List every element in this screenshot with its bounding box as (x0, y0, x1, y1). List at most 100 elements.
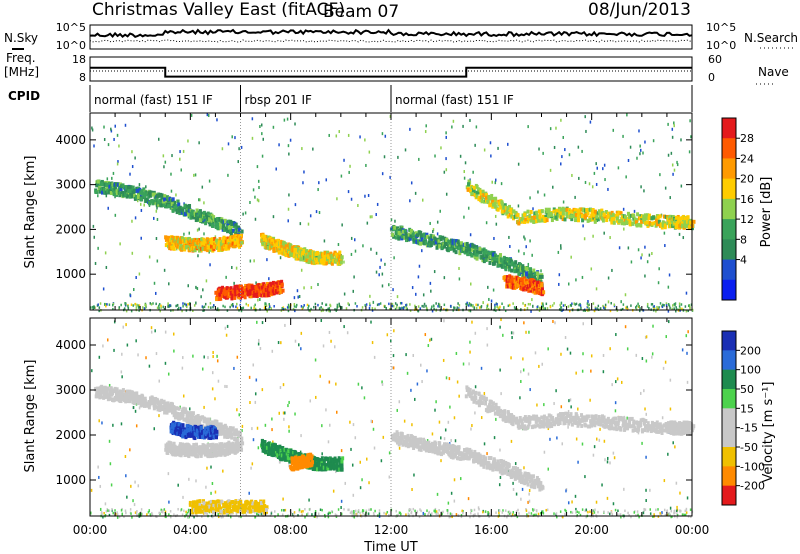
echo-cell (330, 261, 334, 266)
echo-cell (458, 251, 462, 256)
ground-scatter-point (539, 512, 542, 515)
echo-cell (533, 288, 537, 293)
echo-cell (536, 271, 540, 276)
noise-panel (89, 24, 693, 50)
echo-cell (646, 216, 650, 221)
ground-scatter-point (188, 302, 191, 306)
scatter-point (170, 189, 173, 193)
scatter-point (181, 366, 184, 370)
ground-scatter-point (501, 511, 504, 514)
scatter-point (299, 222, 302, 226)
ground-scatter-point (265, 302, 267, 306)
echo-cell (493, 201, 497, 206)
scatter-point (98, 419, 100, 423)
echo-cell (218, 246, 222, 251)
scatter-point (164, 361, 167, 365)
echo-cell (395, 229, 399, 234)
echo-cell (121, 183, 125, 188)
scatter-point (644, 140, 646, 144)
ground-scatter-point (378, 303, 380, 306)
ground-scatter-point (414, 509, 416, 513)
echo-cell (686, 219, 690, 224)
ground-scatter-point (176, 303, 179, 307)
ground-scatter-point (160, 304, 162, 308)
echo-cell (484, 195, 488, 200)
scatter-point (635, 353, 638, 357)
echo-cell (339, 260, 343, 265)
scatter-point (272, 215, 275, 219)
scatter-point (638, 129, 640, 133)
echo-cell (200, 237, 204, 242)
scatter-point (651, 352, 654, 356)
scatter-point (553, 402, 555, 406)
echo-cell (258, 292, 262, 297)
echo-cell (496, 259, 500, 264)
scatter-point (688, 150, 691, 154)
scatter-point (175, 193, 177, 197)
echo-cell (108, 190, 112, 195)
scatter-point (577, 460, 579, 464)
ground-scatter-point (195, 513, 197, 516)
scatter-point (595, 162, 597, 166)
ground-scatter-point (217, 512, 219, 516)
ground-scatter-point (486, 304, 489, 308)
ground-scatter-point (144, 303, 146, 307)
scatter-point (528, 499, 531, 503)
echo-cell (536, 289, 540, 294)
scatter-point (667, 122, 669, 126)
scatter-point (114, 195, 116, 199)
echo-cell (484, 249, 488, 254)
ground-scatter-point (185, 303, 188, 307)
scatter-point (443, 170, 446, 174)
echo-cell (590, 214, 594, 219)
scatter-point (514, 462, 517, 466)
ground-scatter-point (254, 303, 256, 307)
scatter-point (294, 203, 297, 207)
ground-scatter-point (253, 306, 255, 310)
echo-cell (206, 248, 210, 253)
ground-scatter-point (201, 305, 204, 308)
scatter-point (140, 236, 142, 240)
ground-scatter-point (395, 306, 398, 309)
echo-cell (193, 246, 197, 251)
echo-cell (593, 209, 597, 214)
ground-scatter-point (192, 309, 194, 313)
ground-scatter-point (504, 309, 507, 313)
echo-cell (281, 288, 285, 293)
ground-scatter-point (638, 515, 640, 519)
echo-cell (480, 199, 484, 204)
echo-cell (100, 190, 104, 195)
echo-cell (547, 210, 551, 215)
scatter-point (124, 123, 127, 127)
scatter-point (373, 355, 376, 359)
echo-cell (454, 239, 458, 244)
scatter-point (499, 325, 501, 329)
echo-cell (280, 283, 284, 288)
scatter-point (287, 144, 290, 148)
scatter-point (486, 327, 488, 331)
echo-cell (517, 277, 521, 282)
scatter-point (201, 367, 204, 371)
scatter-point (139, 202, 142, 206)
echo-cell (196, 244, 200, 249)
scatter-point (158, 379, 161, 383)
echo-cell (577, 211, 581, 216)
ground-scatter-point (466, 303, 468, 307)
scatter-point (602, 353, 605, 357)
ground-scatter-point (354, 509, 357, 513)
ground-scatter-point (674, 304, 676, 307)
scatter-point (340, 505, 342, 509)
ground-scatter-point (659, 302, 662, 305)
scatter-point (188, 231, 191, 235)
scatter-point (615, 333, 617, 337)
echo-cell (486, 199, 490, 204)
scatter-point (487, 285, 489, 289)
echo-cell (463, 242, 467, 247)
ground-scatter-point (673, 511, 675, 515)
scatter-point (640, 185, 642, 189)
echo-cell (578, 208, 582, 213)
echo-cell (477, 197, 481, 202)
ground-scatter-point (512, 302, 514, 305)
scatter-point (156, 259, 159, 263)
scatter-point (91, 369, 93, 373)
